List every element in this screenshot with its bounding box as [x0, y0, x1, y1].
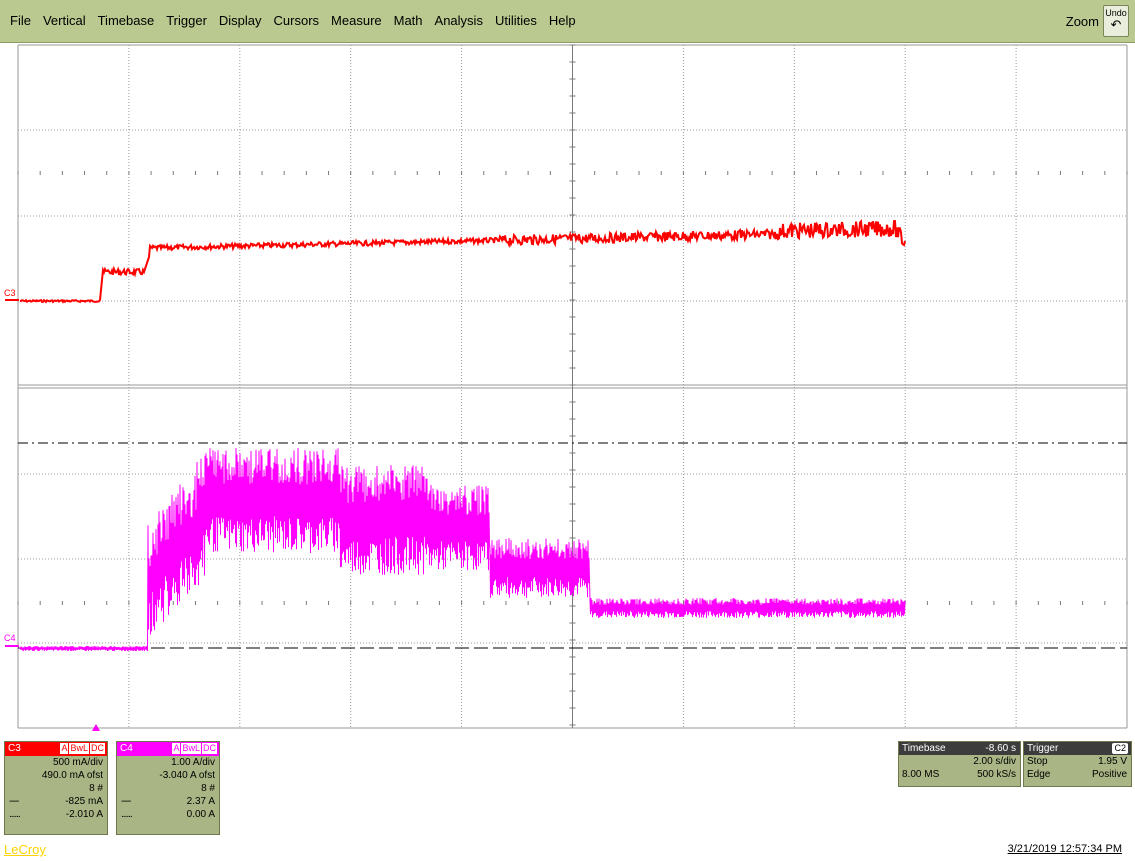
c4-flag-a: A — [172, 743, 181, 754]
timebase-header: Timebase -8.60 s — [899, 742, 1020, 755]
c4-descriptor[interactable]: C4 A BwL DC 1.00 A/div -3.040 A ofst 8 #… — [116, 741, 220, 835]
c3-offset: 490.0 mA ofst — [41, 770, 103, 781]
trigger-mode: Stop — [1027, 756, 1048, 767]
undo-button[interactable]: Undo ↶ — [1103, 5, 1129, 37]
trigger-type: Edge — [1027, 769, 1051, 780]
c3-cursor2-value: -2.010 A — [65, 809, 103, 820]
timebase-delay: -8.60 s — [985, 743, 1016, 754]
c3-flag-bwl: BwL — [69, 743, 89, 754]
c3-flag-a: A — [60, 743, 69, 754]
c3-cursor1-lead: ---- — [9, 796, 19, 807]
c4-sweeps: 8 # — [201, 783, 215, 794]
c3-label: C3 — [8, 743, 21, 754]
brand-logo: LeCroy — [4, 842, 46, 857]
menu-math[interactable]: Math — [393, 13, 423, 28]
waveform-display[interactable]: C3 C4 — [0, 43, 1135, 733]
c4-cursor2-row: ...... 0.00 A — [117, 808, 219, 821]
c4-trace — [19, 447, 906, 652]
timebase-row-scale: 2.00 s/div — [899, 755, 1020, 768]
menu-display[interactable]: Display — [218, 13, 262, 28]
trigger-slope: Positive — [1091, 769, 1127, 780]
c3-cursor2-row: ...... -2.010 A — [5, 808, 107, 821]
trigger-marker-icon — [92, 724, 100, 731]
c4-cursor1-row: ---- 2.37 A — [117, 795, 219, 808]
timebase-rate: 500 kS/s — [977, 769, 1016, 780]
menu-trigger[interactable]: Trigger — [166, 13, 207, 28]
c4-label: C4 — [120, 743, 133, 754]
timebase-title: Timebase — [902, 743, 946, 754]
trigger-level: 1.95 V — [1098, 756, 1127, 767]
timebase-samples: 8.00 MS — [902, 769, 940, 780]
undo-arrow-icon: ↶ — [1110, 17, 1122, 32]
cursor-lines — [18, 442, 1127, 649]
c4-trace-label: C4 — [4, 633, 16, 643]
grid-lines — [17, 44, 1128, 729]
c3-sweeps: 8 # — [89, 783, 103, 794]
trace-markers: C3 C4 — [4, 288, 100, 731]
c4-cursor2-lead: ...... — [121, 809, 133, 820]
menu-bar: File Vertical Timebase Trigger Display C… — [0, 0, 1135, 43]
menu-utilities[interactable]: Utilities — [494, 13, 537, 28]
c3-cursor1-row: ---- -825 mA — [5, 795, 107, 808]
c3-scale: 500 mA/div — [52, 757, 103, 768]
trigger-source: C2 — [1112, 743, 1128, 754]
datestamp: 3/21/2019 12:57:34 PM — [1007, 843, 1122, 855]
menu-cursors[interactable]: Cursors — [273, 13, 320, 28]
trigger-descriptor[interactable]: Trigger C2 Stop 1.95 V Edge Positive — [1023, 741, 1132, 787]
c4-flag-bwl: BwL — [181, 743, 201, 754]
c4-cursor2-value: 0.00 A — [186, 809, 215, 820]
trigger-row-type: Edge Positive — [1024, 768, 1131, 781]
c4-cursor1-value: 2.37 A — [186, 796, 215, 807]
c3-trace-label: C3 — [4, 288, 16, 298]
menu-help[interactable]: Help — [548, 13, 576, 28]
undo-label: Undo — [1105, 8, 1127, 18]
c4-scale: 1.00 A/div — [171, 757, 215, 768]
timebase-row-samples: 8.00 MS 500 kS/s — [899, 768, 1020, 781]
c3-trace — [19, 218, 906, 304]
trigger-header: Trigger C2 — [1024, 742, 1131, 755]
c3-descriptor[interactable]: C3 A BwL DC 500 mA/div 490.0 mA ofst 8 #… — [4, 741, 108, 835]
menu-analysis[interactable]: Analysis — [434, 13, 483, 28]
waveform-grid: C3 C4 — [4, 44, 1128, 731]
c4-descriptor-header: C4 A BwL DC — [117, 742, 219, 756]
c3-cursor1-value: -825 mA — [65, 796, 103, 807]
timebase-scale: 2.00 s/div — [973, 756, 1016, 767]
menu-timebase[interactable]: Timebase — [97, 13, 155, 28]
menu-measure[interactable]: Measure — [331, 13, 382, 28]
c4-flags: A BwL DC — [172, 743, 217, 754]
c3-descriptor-header: C3 A BwL DC — [5, 742, 107, 756]
c4-flag-dc: DC — [202, 743, 217, 754]
c3-flag-dc: DC — [90, 743, 105, 754]
trigger-title: Trigger — [1027, 743, 1059, 754]
zoom-button[interactable]: Zoom — [1065, 13, 1099, 29]
trigger-row-mode: Stop 1.95 V — [1024, 755, 1131, 768]
menu-vertical[interactable]: Vertical — [42, 13, 86, 28]
c4-offset: -3.040 A ofst — [159, 770, 215, 781]
timebase-descriptor[interactable]: Timebase -8.60 s 2.00 s/div 8.00 MS 500 … — [898, 741, 1021, 787]
c3-flags: A BwL DC — [60, 743, 105, 754]
c3-cursor2-lead: ...... — [9, 809, 21, 820]
c4-cursor1-lead: ---- — [121, 796, 131, 807]
traces — [19, 218, 906, 652]
menu-file[interactable]: File — [10, 13, 31, 28]
